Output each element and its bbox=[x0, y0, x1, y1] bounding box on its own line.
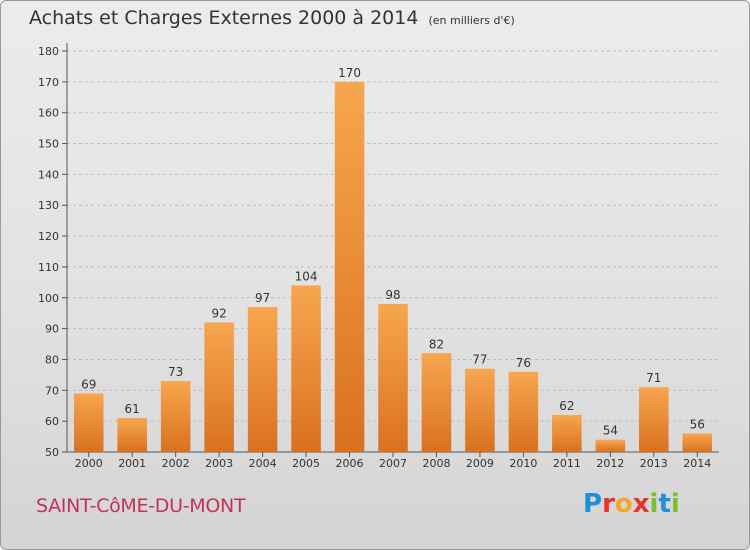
x-tick-label: 2013 bbox=[640, 457, 668, 470]
chart-title-main: Achats et Charges Externes 2000 à 2014 bbox=[29, 7, 419, 29]
chart-title: Achats et Charges Externes 2000 à 2014 (e… bbox=[29, 7, 515, 29]
value-label: 61 bbox=[125, 402, 140, 416]
bar-2005 bbox=[291, 285, 321, 452]
bar-2000 bbox=[73, 393, 104, 452]
value-label: 170 bbox=[338, 66, 361, 80]
bar-2006 bbox=[334, 81, 365, 452]
value-labels: 69 61 73 92 97 104 170 98 82 77 76 62 54 71 56 bbox=[81, 66, 705, 438]
bar-2014 bbox=[682, 433, 713, 452]
brand-letter: P bbox=[583, 489, 603, 519]
x-tick-labels: 2000 2001 2002 2003 2004 2005 2006 2007 2008 2009… bbox=[75, 457, 712, 470]
brand-letter: o bbox=[614, 489, 633, 519]
value-label: 71 bbox=[646, 371, 661, 385]
x-tick-label: 2002 bbox=[162, 457, 190, 470]
brand-letter: t bbox=[658, 489, 671, 519]
bar-2007 bbox=[378, 303, 408, 452]
value-label: 92 bbox=[211, 306, 226, 320]
x-tick-label: 2004 bbox=[249, 457, 277, 470]
y-tick-label: 180 bbox=[38, 45, 59, 58]
x-tick-label: 2003 bbox=[205, 457, 233, 470]
y-tick-label: 70 bbox=[45, 384, 59, 397]
proxiti-logo[interactable]: Proxiti bbox=[583, 489, 680, 519]
x-tick-label: 2006 bbox=[336, 457, 364, 470]
chart-title-unit: (en milliers d'€) bbox=[428, 14, 515, 27]
x-tick-label: 2011 bbox=[553, 457, 581, 470]
x-tick-label: 2010 bbox=[509, 457, 537, 470]
y-tick-label: 90 bbox=[45, 323, 59, 336]
y-tick-label: 120 bbox=[38, 230, 59, 243]
brand-letter: i bbox=[649, 489, 659, 519]
y-tick-label: 60 bbox=[45, 415, 59, 428]
bar-2008 bbox=[421, 353, 452, 452]
value-label: 98 bbox=[385, 288, 400, 302]
bar-2004 bbox=[247, 307, 278, 452]
y-tick-label: 150 bbox=[38, 138, 59, 151]
y-tick-label: 110 bbox=[38, 261, 59, 274]
bar-2010 bbox=[508, 371, 539, 452]
commune-name: SAINT-CôME-DU-MONT bbox=[36, 495, 246, 517]
x-tick-label: 2005 bbox=[292, 457, 320, 470]
y-tick-labels: 50 60 70 80 90 100 110 120 130 140 150 160 170 180 bbox=[38, 45, 59, 459]
x-tick-label: 2012 bbox=[596, 457, 624, 470]
brand-letter: r bbox=[602, 489, 615, 519]
y-tick-label: 100 bbox=[38, 292, 59, 305]
value-label: 54 bbox=[603, 424, 618, 438]
x-tick-label: 2001 bbox=[118, 457, 146, 470]
x-tick-label: 2008 bbox=[422, 457, 450, 470]
value-label: 73 bbox=[168, 365, 183, 379]
bar-2002 bbox=[160, 381, 191, 452]
y-tick-label: 170 bbox=[38, 76, 59, 89]
y-tick-label: 140 bbox=[38, 168, 59, 181]
y-tick-label: 160 bbox=[38, 107, 59, 120]
brand-letter: i bbox=[670, 489, 680, 519]
value-label: 77 bbox=[472, 353, 487, 367]
value-label: 82 bbox=[429, 337, 444, 351]
y-tick-label: 130 bbox=[38, 199, 59, 212]
x-tick-label: 2014 bbox=[683, 457, 711, 470]
value-label: 104 bbox=[295, 269, 318, 283]
value-label: 97 bbox=[255, 291, 270, 305]
bar-2012 bbox=[595, 439, 626, 452]
x-tick-label: 2000 bbox=[75, 457, 103, 470]
y-tick-label: 50 bbox=[45, 446, 59, 459]
x-tick-label: 2009 bbox=[466, 457, 494, 470]
x-tick-label: 2007 bbox=[379, 457, 407, 470]
bar-2009 bbox=[465, 368, 495, 452]
bar-2013 bbox=[639, 387, 669, 452]
bars bbox=[73, 81, 713, 452]
value-label: 69 bbox=[81, 377, 96, 391]
bar-2003 bbox=[204, 322, 234, 452]
value-label: 56 bbox=[690, 417, 705, 431]
brand-letter: x bbox=[632, 489, 650, 519]
value-label: 76 bbox=[516, 356, 531, 370]
bar-2011 bbox=[552, 414, 582, 452]
value-label: 62 bbox=[559, 399, 574, 413]
y-tick-label: 80 bbox=[45, 353, 59, 366]
bar-2001 bbox=[117, 418, 147, 452]
